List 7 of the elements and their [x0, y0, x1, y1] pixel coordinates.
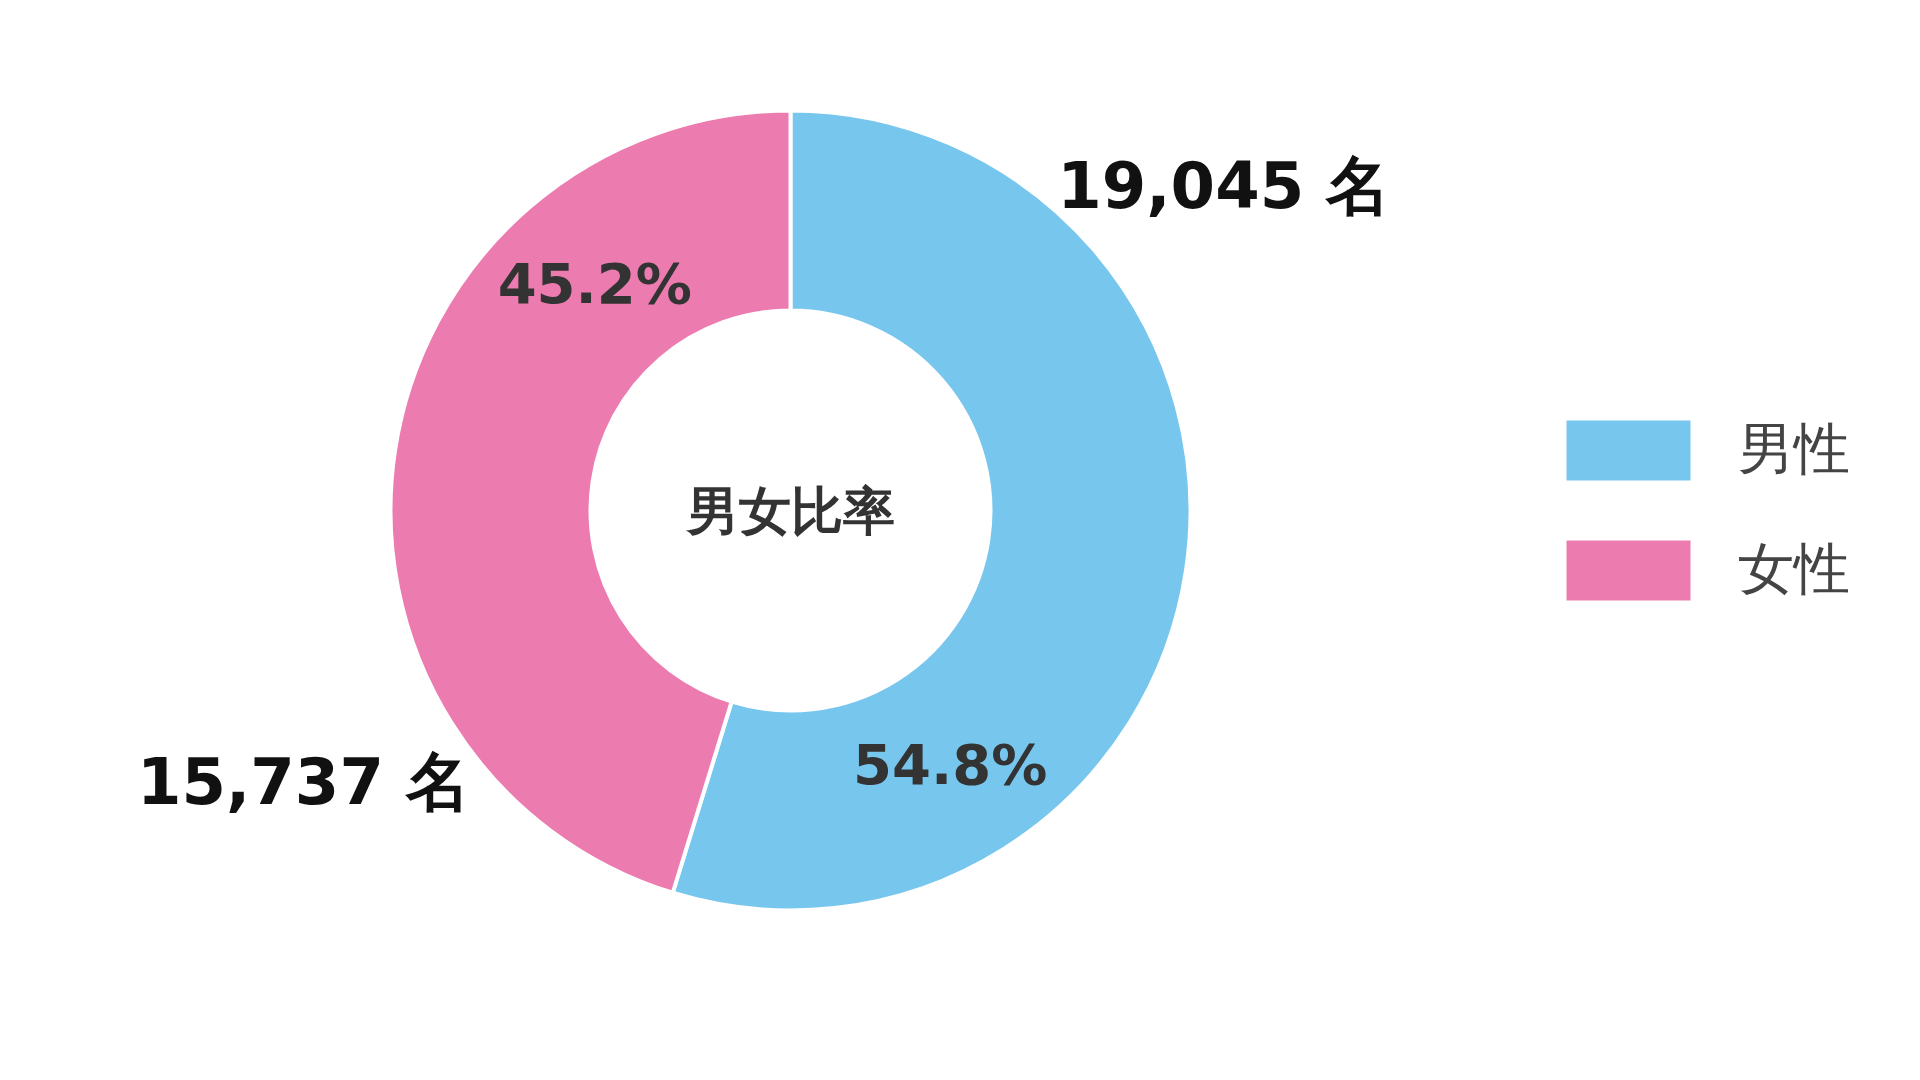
text: 男女比率: [684, 480, 895, 541]
text: 54.8%: [853, 731, 1048, 797]
text: 45.2%: [497, 250, 692, 316]
data-label: 15,737 名: [136, 745, 471, 820]
legend-label: 女性: [1738, 535, 1850, 603]
legend-label: 男性: [1738, 415, 1850, 483]
data-label: 19,045 名: [1057, 149, 1391, 224]
